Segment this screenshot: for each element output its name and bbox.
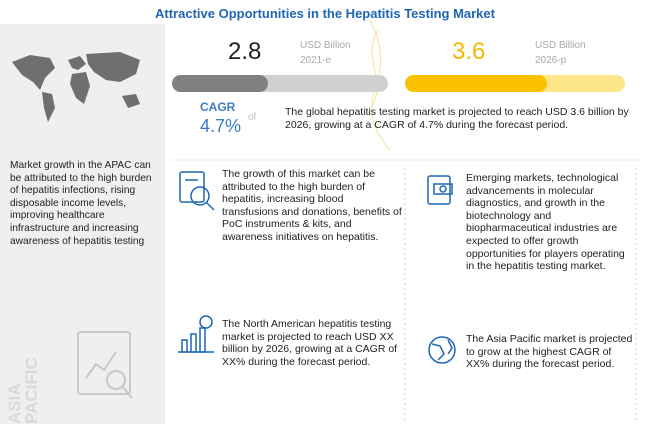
- region-line: PACIFIC: [22, 357, 41, 424]
- icon-opportunity: [427, 175, 453, 205]
- icon-growth: [179, 171, 215, 211]
- title: Attractive Opportunities in the Hepatiti…: [155, 6, 495, 21]
- decor-curve: [369, 29, 379, 111]
- box-text: The growth of this market can be attribu…: [222, 168, 402, 243]
- end-value: 3.6: [452, 38, 486, 65]
- cagr-label: CAGR: [200, 100, 236, 114]
- start-year: 2021-e: [300, 55, 332, 66]
- box-text: The North American hepatitis testing mar…: [222, 318, 398, 368]
- region-label: ASIA PACIFIC: [5, 334, 41, 424]
- left-panel-text: Market growth in the APAC can be attribu…: [10, 160, 152, 247]
- end-bar: [405, 75, 547, 92]
- start-unit: USD Billion: [300, 40, 351, 51]
- analysis-icon: [77, 331, 133, 399]
- world-map: [12, 52, 140, 122]
- start-bar: [172, 75, 268, 92]
- box-text: Emerging markets, technological advancem…: [466, 172, 625, 273]
- cagr-value: 4.7%: [200, 116, 242, 136]
- end-unit: USD Billion: [535, 40, 586, 51]
- end-year: 2026-p: [535, 55, 567, 66]
- icon-north-america: [178, 315, 214, 353]
- start-value: 2.8: [228, 38, 262, 65]
- icon-globe: [428, 336, 456, 364]
- box-text: The Asia Pacific market is projected to …: [466, 333, 633, 371]
- region-line: ASIA: [5, 383, 24, 424]
- summary: The global hepatitis testing market is p…: [285, 106, 629, 131]
- cagr-of: of: [248, 112, 257, 123]
